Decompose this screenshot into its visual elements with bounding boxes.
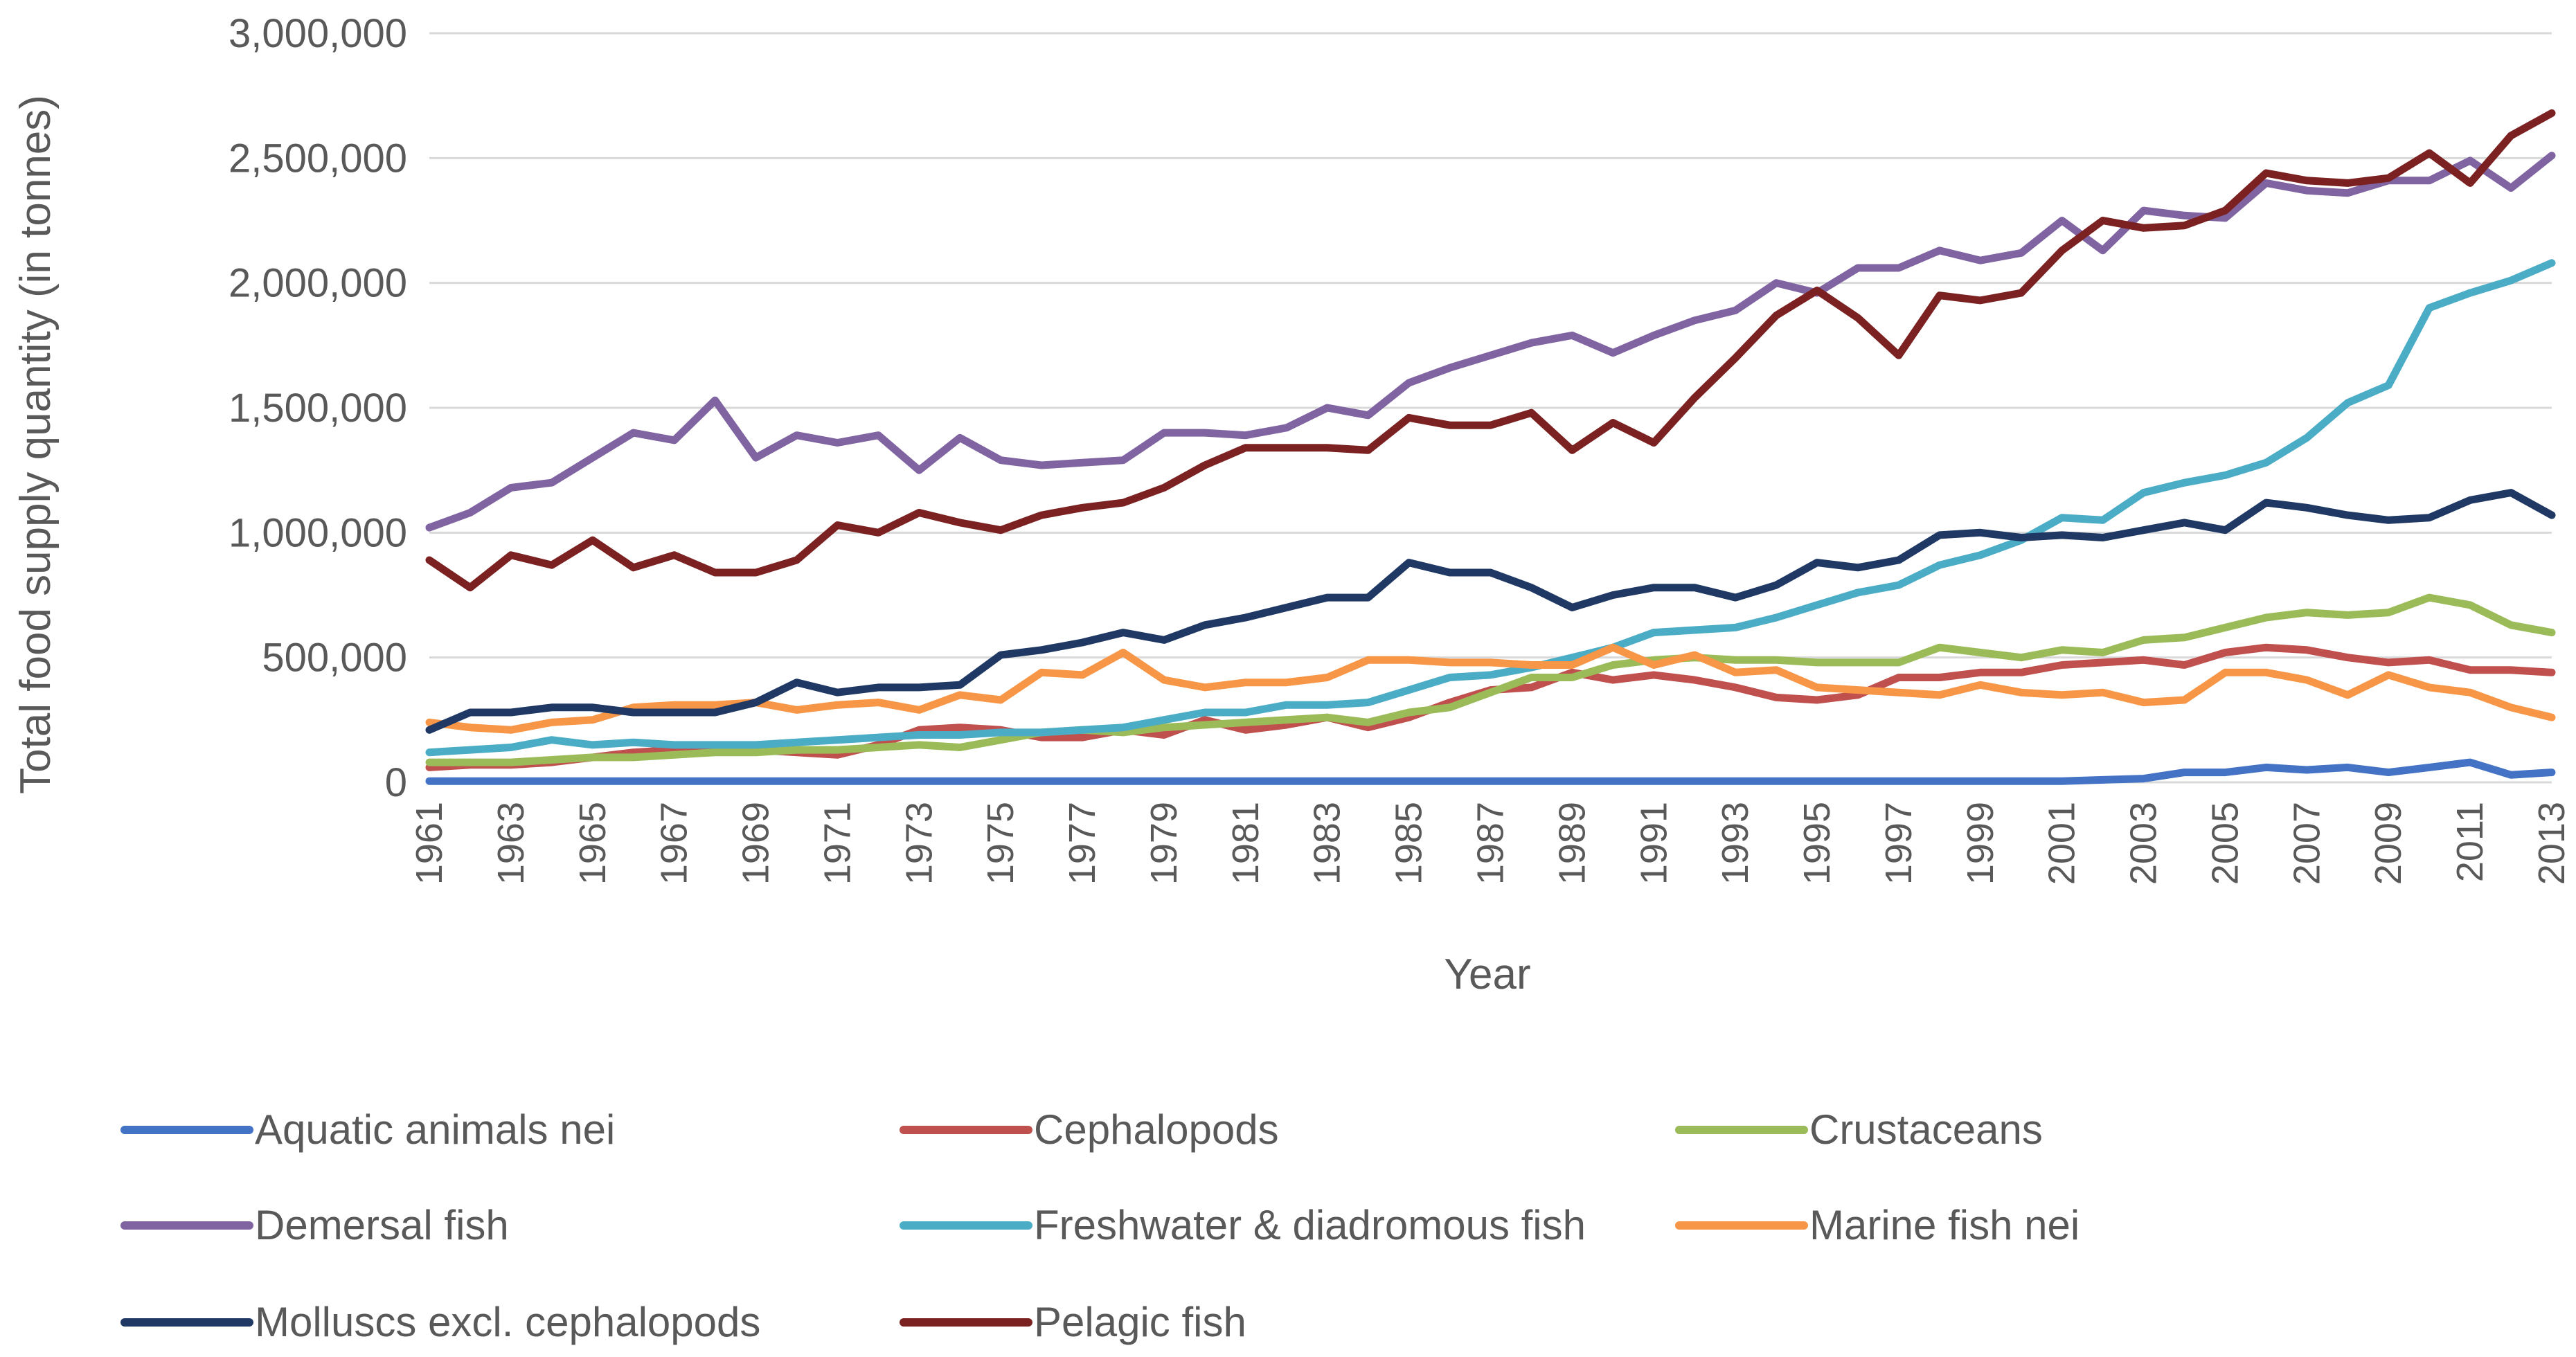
legend-item-pelagic-fish: Pelagic fish	[900, 1299, 1246, 1345]
series-line-crustaceans	[425, 593, 2556, 766]
legend-label: Demersal fish	[255, 1202, 509, 1248]
series-lines	[425, 109, 2556, 785]
x-tick-label: 1977	[1062, 802, 1103, 885]
x-tick-label: 2009	[2368, 802, 2409, 885]
series-line-freshwater-diadromous-fish	[425, 259, 2556, 757]
x-tick-label: 2013	[2531, 802, 2573, 885]
x-tick-label: 1967	[654, 802, 695, 885]
series-line-pelagic-fish	[425, 109, 2556, 592]
x-tick-label: 1991	[1633, 802, 1674, 885]
legend-label: Pelagic fish	[1034, 1299, 1246, 1345]
y-tick-label: 500,000	[262, 636, 407, 681]
x-tick-label: 2007	[2286, 802, 2327, 885]
x-axis-ticks: 1961 1963 1965 1967 1969 1971 1973 1975 1977 1979…	[409, 802, 2573, 885]
series-line-demersal-fish	[425, 152, 2556, 532]
series-line-aquatic-animals-nei	[425, 758, 2556, 785]
x-axis-title: Year	[1444, 951, 1530, 998]
series-line-marine-fish-nei	[425, 643, 2556, 734]
x-tick-label: 1973	[898, 802, 940, 885]
x-tick-label: 1981	[1225, 802, 1267, 885]
legend-item-cephalopods: Cephalopods	[900, 1106, 1279, 1153]
x-tick-label: 2001	[2041, 802, 2083, 885]
legend-label: Marine fish nei	[1809, 1202, 2079, 1248]
legend-label: Crustaceans	[1809, 1106, 2043, 1153]
legend-label: Aquatic animals nei	[255, 1106, 615, 1153]
y-tick-label: 0	[385, 760, 407, 805]
x-tick-label: 2003	[2123, 802, 2165, 885]
legend-item-crustaceans: Crustaceans	[1675, 1106, 2043, 1153]
x-tick-label: 1971	[816, 802, 858, 885]
legend-label: Molluscs excl. cephalopods	[255, 1299, 760, 1345]
y-tick-label: 2,000,000	[229, 261, 407, 306]
y-tick-label: 2,500,000	[229, 136, 407, 181]
x-tick-label: 1975	[980, 802, 1021, 885]
x-tick-label: 1965	[572, 802, 614, 885]
y-tick-label: 3,000,000	[229, 11, 407, 56]
x-tick-label: 1983	[1307, 802, 1348, 885]
y-tick-label: 1,500,000	[229, 386, 407, 431]
gridlines	[429, 32, 2552, 784]
x-tick-label: 1993	[1715, 802, 1756, 885]
series-line-molluscs-excl-cephalopods	[425, 489, 2556, 734]
legend-item-aquatic-animals-nei: Aquatic animals nei	[120, 1106, 615, 1153]
x-tick-label: 1969	[735, 802, 777, 885]
y-axis-ticks: 0 500,000 1,000,000 1,500,000 2,000,000 2,500…	[229, 11, 407, 805]
legend: Aquatic animals nei Cephalopods Crustacean…	[120, 1106, 2079, 1345]
legend-item-demersal-fish: Demersal fish	[120, 1202, 509, 1248]
legend-item-marine-fish-nei: Marine fish nei	[1675, 1202, 2079, 1248]
x-tick-label: 1995	[1796, 802, 1838, 885]
legend-label: Cephalopods	[1034, 1106, 1279, 1153]
x-tick-label: 1985	[1388, 802, 1430, 885]
x-tick-label: 1961	[409, 802, 450, 885]
x-tick-label: 1997	[1878, 802, 1920, 885]
x-tick-label: 1979	[1143, 802, 1185, 885]
x-tick-label: 1999	[1960, 802, 2001, 885]
legend-label: Freshwater & diadromous fish	[1034, 1202, 1586, 1248]
legend-item-freshwater-diadromous-fish: Freshwater & diadromous fish	[900, 1202, 1586, 1248]
legend-item-molluscs-excl-cephalopods: Molluscs excl. cephalopods	[120, 1299, 760, 1345]
x-tick-label: 1989	[1551, 802, 1593, 885]
y-tick-label: 1,000,000	[229, 510, 407, 555]
x-tick-label: 2005	[2204, 802, 2246, 885]
x-tick-label: 2011	[2449, 802, 2491, 882]
x-tick-label: 1987	[1470, 802, 1512, 885]
y-axis-title: Total food supply quantity (in tonnes)	[12, 95, 60, 794]
x-tick-label: 1963	[490, 802, 532, 885]
